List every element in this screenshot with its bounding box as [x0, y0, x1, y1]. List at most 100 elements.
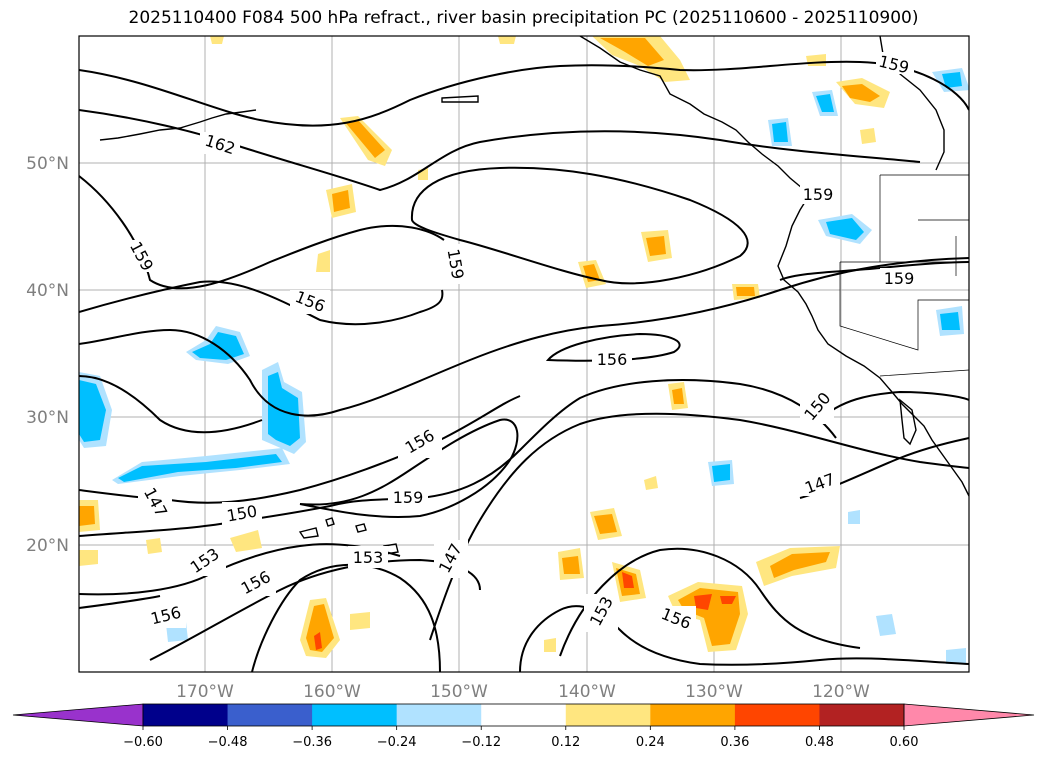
precip-patch-pos [332, 190, 350, 212]
colorbar-bin [312, 704, 398, 726]
colorbar-tick-label: −0.48 [208, 735, 248, 750]
island-hawaii [325, 517, 335, 527]
contour-162 [79, 60, 969, 127]
island-hawaii [298, 527, 319, 539]
colorbar-bins [12, 703, 1035, 727]
label-bg [876, 52, 914, 74]
label-bg [122, 240, 156, 272]
positive-anomaly-patches [79, 36, 890, 658]
lat-label-20n: 20°N [26, 536, 69, 556]
colorbar-tick-label: −0.12 [461, 735, 501, 750]
contour-label-159: 159 [393, 488, 424, 507]
precip-patch-neg [826, 218, 864, 240]
precip-patch-pos [544, 638, 556, 652]
label-bg [222, 502, 262, 526]
precip-patch-pos [594, 514, 617, 534]
label-bg [146, 604, 186, 628]
precip-patch-neg [268, 372, 300, 446]
border-state [839, 262, 969, 351]
contour-153-west [79, 375, 263, 434]
precip-patch-neg [79, 380, 106, 442]
precip-patch-pos [79, 550, 98, 566]
coastline-north-america [777, 193, 969, 497]
label-bg [236, 570, 276, 596]
lon-label-120w: 120°W [812, 682, 870, 702]
precip-patch-pos [230, 530, 262, 552]
colorbar-bin [565, 704, 651, 726]
precip-patch-pos [146, 538, 162, 554]
precip-patch-pos [720, 596, 736, 604]
precip-patch-neg [772, 122, 788, 142]
precip-patch-pos [860, 128, 876, 144]
map-frame [78, 35, 970, 673]
lat-label-30n: 30°N [26, 408, 69, 428]
contour-153-south-east [519, 605, 969, 672]
colorbar-tick-label: −0.36 [292, 735, 332, 750]
borders [839, 174, 969, 377]
precip-patch-pos [345, 120, 385, 158]
precip-patch-pos [498, 36, 516, 44]
label-bg [880, 268, 920, 288]
contour-159-closed [410, 166, 749, 285]
colorbar-tick-label: −0.24 [377, 735, 417, 750]
precip-patch-pos [806, 54, 826, 66]
colorbar-bin [819, 704, 905, 726]
coastline-baja [899, 398, 917, 446]
lon-label-170w: 170°W [176, 682, 234, 702]
colorbar-tick-label: 0.12 [551, 735, 580, 750]
precip-patch-neg [848, 510, 860, 524]
precip-patch-pos [644, 476, 658, 490]
label-bg [800, 184, 836, 204]
contour-label-159: 159 [803, 185, 834, 204]
contour-147 [429, 412, 969, 641]
precip-patch-pos [314, 632, 322, 650]
precip-patch-pos [306, 604, 334, 652]
precip-patch-neg [942, 72, 962, 88]
precip-patch-neg [940, 312, 960, 330]
contour-label-159: 159 [884, 269, 915, 288]
precip-patch-pos [672, 388, 684, 404]
contour-159-south-closed [299, 418, 519, 519]
island-hawaii [355, 523, 367, 533]
contour-150-east [819, 390, 969, 421]
precip-patch-pos [79, 506, 95, 526]
precip-patch-pos [622, 572, 634, 588]
island-alaska-pacific [441, 95, 479, 103]
map-title: 2025110400 F084 500 hPa refract., river … [128, 8, 919, 28]
border-us-mexico [879, 369, 969, 377]
label-bg [656, 606, 696, 632]
map-panel: 162 159 159 159 159 159 156 156 156 156 [78, 35, 970, 673]
colorbar-tick-label: −0.60 [123, 735, 163, 750]
label-bg [800, 388, 834, 424]
label-bg [348, 546, 388, 568]
latitude-labels: 50°N 40°N 30°N 20°N [26, 154, 69, 556]
colorbar-tick-label: 0.48 [805, 735, 834, 750]
lon-label-150w: 150°W [430, 682, 488, 702]
precip-patch-neg [876, 614, 896, 636]
colorbar-bin [396, 704, 482, 726]
contour-159-east [779, 261, 969, 281]
contour-labels: 162 159 159 159 159 159 156 156 156 156 [122, 52, 920, 633]
precip-patch-pos [316, 250, 330, 272]
colorbar-extend-min [12, 703, 144, 727]
precip-patch-neg [946, 648, 966, 664]
precip-patch-neg [118, 454, 282, 482]
contour-156-main [79, 257, 969, 417]
contour-150-long [79, 379, 837, 537]
colorbar-bin [650, 704, 736, 726]
lon-label-130w: 130°W [685, 682, 743, 702]
precip-patch-neg [712, 464, 730, 482]
precip-patch-pos [736, 287, 755, 296]
colorbar-bin [143, 704, 229, 726]
contour-156-se [559, 547, 861, 657]
precip-patch-pos [694, 594, 712, 610]
contour-label-153: 153 [353, 548, 384, 567]
label-bg [200, 132, 240, 154]
contour-159-west [79, 175, 445, 290]
precip-patch-pos [770, 552, 830, 578]
label-bg [434, 540, 468, 578]
colorbar: −0.60 −0.48 −0.36 −0.24 −0.12 0.12 0.24 0.36 0.4… [12, 703, 1035, 750]
label-bg [800, 470, 840, 496]
label-bg [388, 486, 428, 508]
